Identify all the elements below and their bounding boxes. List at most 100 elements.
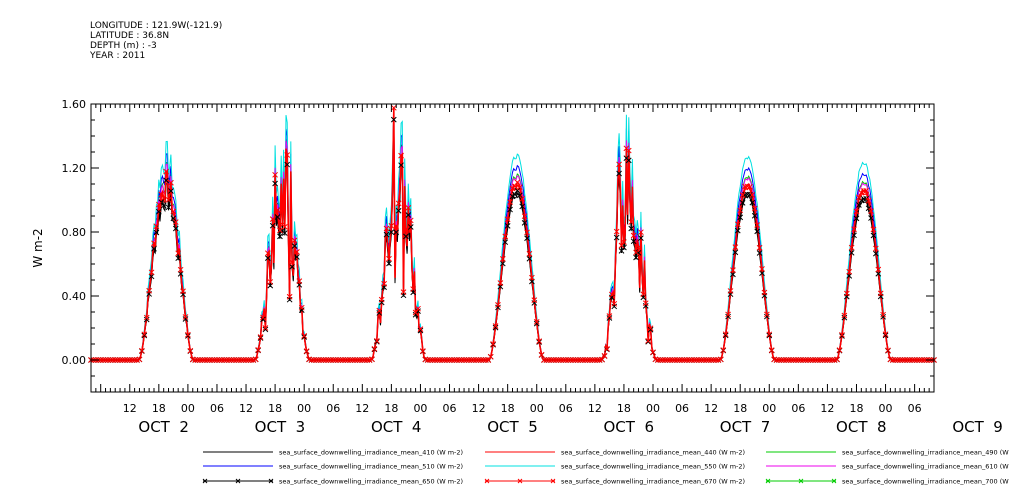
series-marker-7 (233, 357, 240, 363)
series-marker-6 (747, 192, 753, 198)
series-marker-7 (347, 357, 354, 363)
series-marker-7 (226, 357, 232, 363)
series-marker-7 (599, 356, 605, 363)
series-marker-7 (870, 226, 877, 233)
series-marker-7 (97, 357, 104, 363)
series-marker-7 (582, 357, 589, 363)
series-marker-7 (788, 357, 794, 363)
series-marker-6 (284, 161, 291, 168)
series-marker-6 (751, 212, 758, 219)
series-marker-7 (340, 357, 346, 363)
series-marker-7 (785, 357, 792, 363)
series-marker-7 (545, 357, 552, 363)
series-marker-6 (630, 238, 637, 245)
series-marker-7 (323, 357, 329, 363)
series-marker-6 (521, 220, 528, 226)
series-marker-7 (337, 357, 344, 363)
legend: sea_surface_downwelling_irradiance_mean_… (202, 449, 1009, 486)
x-tick-label: 06 (791, 402, 805, 415)
series-marker-6 (262, 326, 269, 333)
series-marker-7 (490, 341, 496, 347)
series-marker-6 (519, 203, 526, 210)
series-marker-6 (524, 235, 530, 242)
series-marker-7 (327, 357, 334, 363)
metadata-header: LONGITUDE : 121.9W(-121.9) LATITUDE : 36… (90, 21, 222, 61)
series-marker-7 (291, 237, 298, 244)
series-marker-7 (846, 268, 853, 275)
series-marker-7 (102, 357, 109, 363)
series-marker-7 (829, 357, 836, 363)
y-tick-label: 1.60 (62, 98, 87, 111)
series-marker-7 (608, 291, 615, 298)
legend-marker (831, 478, 837, 484)
series-marker-7 (466, 357, 472, 363)
series-marker-7 (122, 357, 128, 363)
series-marker-7 (778, 357, 785, 363)
x-tick-label: 18 (617, 402, 631, 415)
series-marker-7 (482, 357, 489, 363)
series-marker-7 (650, 349, 656, 356)
series-marker-6 (185, 333, 191, 339)
series-marker-7 (463, 357, 470, 363)
series-marker-6 (613, 234, 620, 241)
series-marker-6 (749, 199, 756, 206)
series-marker-7 (536, 338, 543, 344)
series-marker-7 (584, 357, 591, 363)
series-marker-7 (822, 357, 828, 363)
series-marker-7 (575, 357, 581, 363)
series-marker-7 (877, 290, 884, 297)
series-marker-7 (146, 287, 152, 294)
series-marker-7 (759, 266, 765, 272)
series-marker-6 (873, 250, 879, 257)
x-tick-label: 18 (849, 402, 863, 415)
series-marker-7 (587, 357, 593, 363)
legend-marker (550, 478, 556, 484)
series-marker-7 (616, 161, 622, 168)
series-marker-7 (873, 245, 879, 252)
series-marker-7 (473, 357, 480, 363)
series-marker-7 (686, 357, 693, 363)
series-marker-7 (909, 357, 916, 363)
y-tick-label: 0.40 (62, 290, 87, 303)
series-marker-7 (880, 311, 886, 318)
series-marker-6 (260, 316, 266, 323)
series-marker-7 (427, 357, 433, 363)
series-marker-6 (759, 270, 765, 277)
series-marker-7 (228, 357, 235, 363)
series-marker-7 (790, 357, 797, 363)
series-marker-7 (640, 291, 647, 298)
series-marker-6 (417, 327, 424, 334)
series-marker-7 (238, 357, 245, 363)
series-marker-7 (628, 219, 635, 225)
series-marker-7 (330, 357, 337, 363)
series-marker-7 (679, 357, 685, 363)
y-axis-label: W m-2 (31, 228, 45, 267)
series-marker-7 (863, 187, 870, 194)
series-marker-6 (638, 235, 644, 241)
series-marker-7 (320, 357, 327, 363)
series-marker-6 (495, 304, 501, 311)
series-marker-7 (577, 357, 584, 363)
series-marker-7 (252, 356, 259, 363)
series-marker-7 (458, 357, 465, 363)
series-marker-6 (606, 315, 613, 321)
series-marker-7 (795, 357, 802, 363)
series-marker-7 (691, 357, 698, 363)
series-marker-6 (281, 230, 288, 236)
x-date-label: OCT 4 (371, 418, 422, 436)
series-marker-6 (412, 311, 419, 318)
series-marker-6 (616, 170, 622, 177)
series-marker-7 (570, 357, 576, 363)
series-marker-6 (858, 197, 865, 204)
header-year: YEAR : 2011 (90, 51, 146, 61)
series-marker-7 (906, 357, 913, 363)
series-marker-7 (630, 232, 637, 239)
series-marker-7 (412, 309, 419, 316)
series-marker-7 (141, 331, 148, 338)
series-marker-7 (199, 357, 206, 363)
x-date-label: OCT 3 (255, 418, 306, 436)
series-marker-7 (916, 357, 923, 363)
series-marker-7 (717, 356, 724, 363)
series-marker-6 (163, 177, 169, 184)
